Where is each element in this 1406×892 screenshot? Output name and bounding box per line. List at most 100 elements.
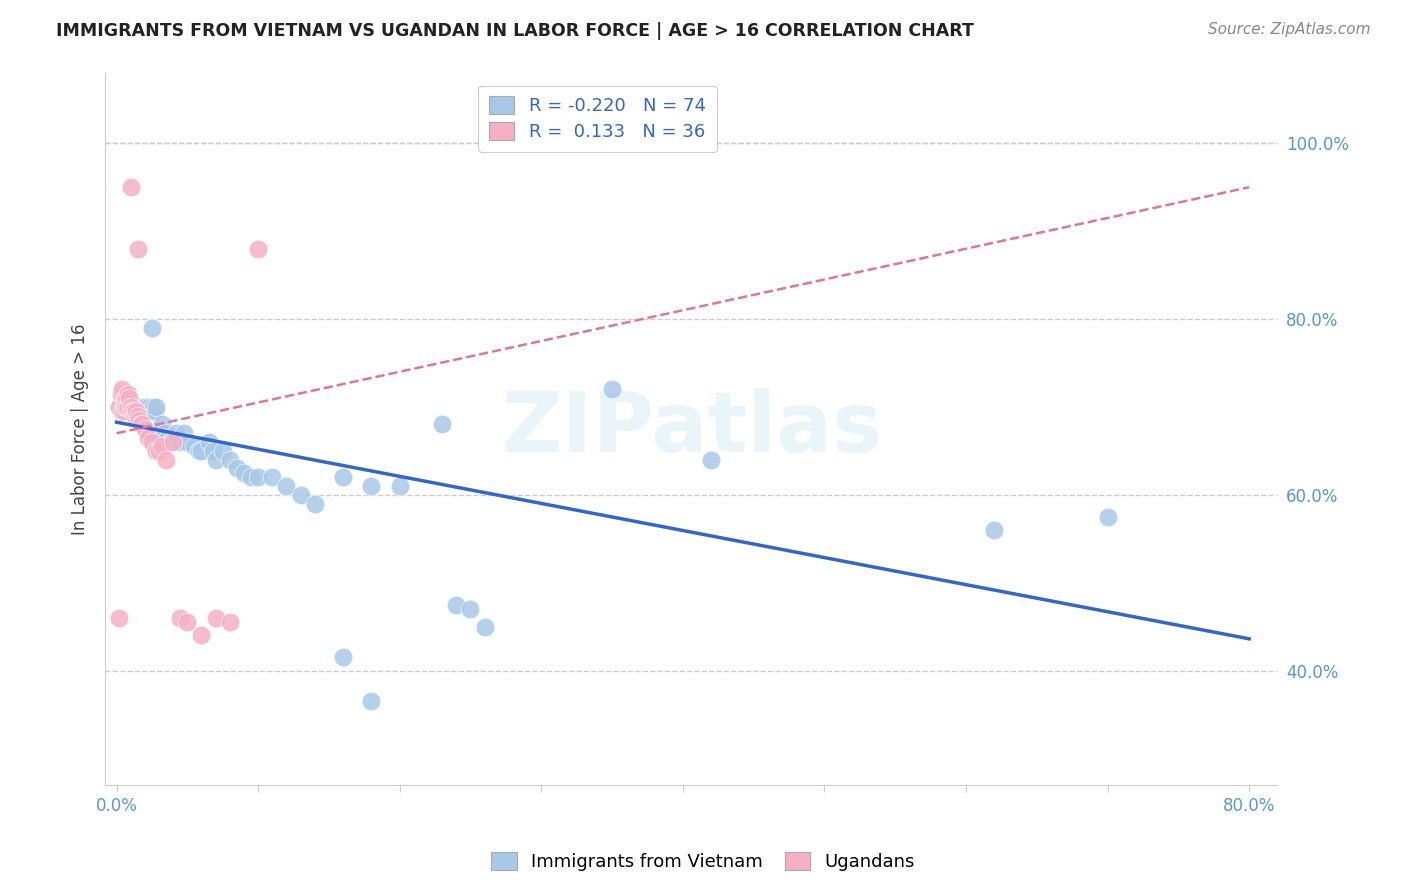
Point — [600, 382, 623, 396]
Point — [134, 404, 156, 418]
Point — [159, 435, 181, 450]
Point — [138, 400, 160, 414]
Point — [108, 400, 131, 414]
Point — [204, 452, 226, 467]
Point — [120, 180, 142, 194]
Point — [153, 426, 176, 441]
Point — [112, 404, 135, 418]
Point — [211, 443, 233, 458]
Point — [120, 404, 142, 418]
Point — [118, 404, 141, 418]
Point — [155, 452, 177, 467]
Point — [197, 435, 219, 450]
Point — [136, 404, 159, 418]
Point — [114, 401, 136, 416]
Point — [117, 386, 139, 401]
Point — [332, 650, 354, 665]
Point — [240, 470, 263, 484]
Point — [127, 400, 149, 414]
Point — [290, 488, 312, 502]
Point — [128, 413, 150, 427]
Point — [122, 404, 145, 418]
Point — [118, 395, 141, 409]
Point — [218, 615, 240, 630]
Point — [474, 619, 496, 633]
Point — [162, 431, 184, 445]
Point — [190, 443, 212, 458]
Point — [446, 598, 468, 612]
Point — [115, 400, 138, 414]
Point — [247, 242, 270, 256]
Point — [110, 386, 132, 401]
Point — [141, 321, 163, 335]
Point — [127, 409, 149, 423]
Point — [165, 426, 187, 441]
Point — [190, 628, 212, 642]
Point — [129, 400, 152, 414]
Point — [115, 391, 138, 405]
Point — [111, 382, 134, 396]
Point — [204, 611, 226, 625]
Point — [183, 439, 205, 453]
Point — [124, 400, 146, 414]
Point — [131, 404, 153, 418]
Point — [122, 404, 145, 418]
Point — [112, 395, 135, 409]
Point — [110, 404, 132, 418]
Point — [262, 470, 284, 484]
Point — [360, 479, 382, 493]
Point — [332, 470, 354, 484]
Point — [132, 400, 155, 414]
Point — [121, 404, 143, 418]
Point — [108, 400, 131, 414]
Point — [121, 400, 143, 414]
Point — [169, 435, 191, 450]
Point — [134, 422, 156, 436]
Point — [142, 400, 165, 414]
Point — [108, 611, 131, 625]
Point — [430, 417, 453, 432]
Point — [114, 400, 136, 414]
Legend: R = -0.220   N = 74, R =  0.133   N = 36: R = -0.220 N = 74, R = 0.133 N = 36 — [478, 86, 717, 152]
Point — [156, 431, 179, 445]
Point — [118, 391, 141, 405]
Point — [148, 426, 170, 441]
Point — [124, 409, 146, 423]
Point — [169, 611, 191, 625]
Point — [114, 391, 136, 405]
Point — [125, 404, 148, 418]
Point — [176, 615, 198, 630]
Point — [127, 242, 149, 256]
Point — [128, 400, 150, 414]
Point — [124, 404, 146, 418]
Point — [218, 452, 240, 467]
Point — [125, 400, 148, 414]
Point — [114, 400, 136, 414]
Point — [129, 417, 152, 432]
Point — [201, 443, 224, 458]
Point — [127, 404, 149, 418]
Point — [304, 497, 326, 511]
Point — [360, 694, 382, 708]
Point — [121, 404, 143, 418]
Point — [148, 443, 170, 458]
Point — [139, 404, 162, 418]
Point — [460, 602, 482, 616]
Point — [145, 443, 167, 458]
Point — [141, 435, 163, 450]
Point — [145, 400, 167, 414]
Point — [122, 400, 145, 414]
Point — [135, 400, 157, 414]
Point — [162, 435, 184, 450]
Point — [115, 404, 138, 418]
Point — [120, 400, 142, 414]
Point — [111, 404, 134, 418]
Point — [233, 466, 256, 480]
Point — [187, 443, 209, 458]
Y-axis label: In Labor Force | Age > 16: In Labor Force | Age > 16 — [72, 323, 89, 534]
Point — [111, 400, 134, 414]
Point — [983, 523, 1005, 537]
Point — [112, 404, 135, 418]
Point — [1097, 509, 1119, 524]
Text: Source: ZipAtlas.com: Source: ZipAtlas.com — [1208, 22, 1371, 37]
